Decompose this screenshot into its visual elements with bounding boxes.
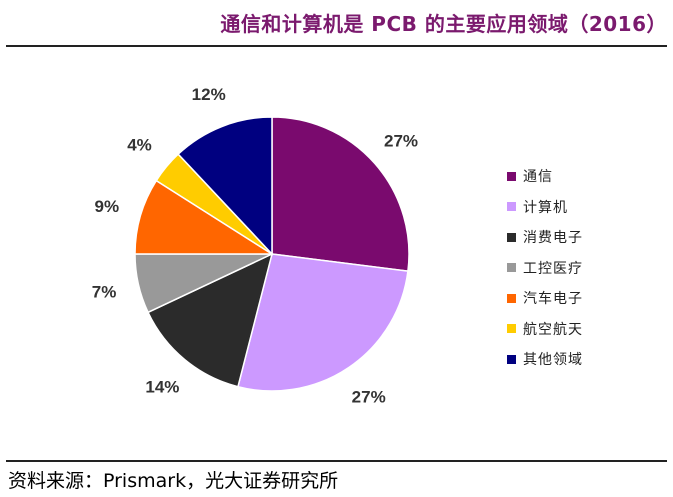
source-note: 资料来源：Prismark，光大证券研究所 [8, 470, 339, 492]
legend-item-4: 工控医疗 [507, 253, 583, 284]
chart-legend: 通信计算机消费电子工控医疗汽车电子航空航天其他领域 [507, 161, 583, 375]
legend-swatch [507, 324, 516, 334]
slice-label-5: 9% [95, 197, 120, 216]
legend-item-6: 航空航天 [507, 314, 583, 345]
legend-swatch [507, 232, 516, 242]
top-divider [6, 45, 667, 47]
bottom-divider [6, 460, 667, 462]
legend-item-5: 汽车电子 [507, 283, 583, 314]
slice-label-1: 27% [384, 131, 418, 150]
legend-swatch [507, 171, 516, 181]
slice-label-4: 7% [92, 283, 117, 302]
slice-label-2: 27% [352, 387, 386, 406]
legend-label: 通信 [523, 169, 553, 186]
legend-item-7: 其他领域 [507, 344, 583, 375]
legend-label: 工控医疗 [523, 260, 583, 277]
pie-slice-2 [237, 253, 409, 392]
slice-label-7: 12% [192, 85, 226, 104]
legend-label: 计算机 [523, 199, 568, 216]
legend-label: 其他领域 [523, 352, 583, 369]
legend-label: 汽车电子 [523, 291, 583, 308]
slice-label-6: 4% [127, 135, 152, 154]
legend-item-1: 通信 [507, 161, 583, 192]
legend-swatch [507, 293, 516, 303]
pie-data-labels: 27% 27% 14% 7% 9% 4% 12% [92, 85, 418, 406]
pie-slice-1 [271, 116, 410, 273]
chart-title: 通信和计算机是 PCB 的主要应用领域（2016） [220, 12, 667, 36]
legend-label: 航空航天 [523, 321, 583, 338]
pie-slice-3 [147, 252, 274, 388]
legend-item-3: 消费电子 [507, 222, 583, 253]
legend-swatch [507, 202, 516, 212]
legend-swatch [507, 354, 516, 364]
pie-slice-7 [177, 116, 273, 256]
legend-label: 消费电子 [523, 230, 583, 247]
legend-item-2: 计算机 [507, 192, 583, 223]
pie-chart: 27% 27% 14% 7% 9% 4% 12% [92, 85, 418, 406]
legend-swatch [507, 263, 516, 273]
pie-slices [134, 116, 410, 392]
slice-label-3: 14% [145, 378, 179, 397]
